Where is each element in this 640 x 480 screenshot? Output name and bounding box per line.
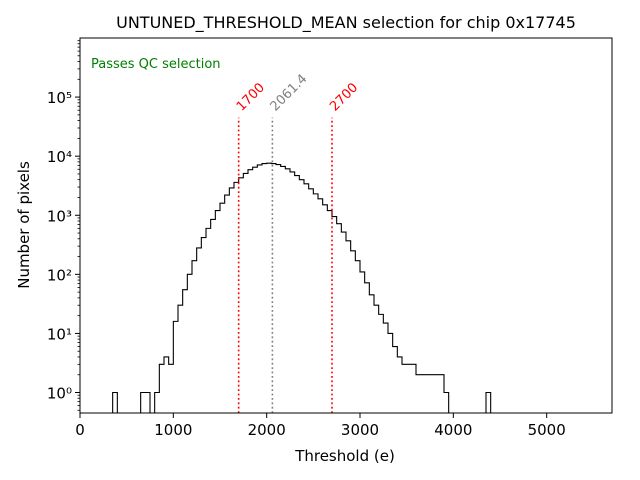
histogram-bin: [416, 375, 421, 413]
histogram-bin: [243, 173, 248, 413]
histogram-bin: [374, 305, 379, 413]
histogram-bin: [225, 195, 230, 413]
y-tick-label: 10³: [47, 207, 72, 225]
histogram-bin: [337, 224, 342, 413]
y-axis-label: Number of pixels: [15, 161, 33, 289]
y-tick-label: 10⁰: [47, 385, 72, 403]
histogram-bin: [267, 163, 272, 413]
histogram-bin: [299, 180, 304, 413]
histogram-bin: [365, 283, 370, 413]
histogram-bin: [285, 169, 290, 413]
histogram-bin: [313, 194, 318, 413]
histogram-bin: [141, 393, 150, 413]
histogram-bin: [388, 333, 393, 413]
histogram-step-line: [108, 162, 496, 414]
histogram-bin: [211, 219, 216, 413]
histogram-bin: [187, 274, 192, 413]
histogram-bin: [201, 238, 206, 413]
histogram-bin: [173, 321, 178, 413]
x-tick-label: 1000: [154, 421, 192, 439]
histogram-bin: [383, 323, 388, 413]
histogram-bin: [407, 364, 412, 413]
y-tick-label: 10¹: [47, 325, 72, 343]
histogram-bin: [276, 165, 281, 413]
histogram-bin: [169, 364, 174, 413]
histogram-bin: [197, 248, 202, 413]
histogram-bin: [164, 357, 169, 413]
histogram-bin: [229, 188, 234, 413]
histogram-bin: [360, 272, 365, 413]
histogram-bin: [369, 295, 374, 413]
histogram-bin: [290, 172, 295, 413]
histogram-bin: [253, 167, 258, 413]
histogram-bin: [323, 205, 328, 413]
histogram-bin: [444, 393, 449, 413]
x-tick-label: 5000: [528, 421, 566, 439]
x-tick-label: 4000: [434, 421, 472, 439]
histogram-bin: [295, 176, 300, 413]
histogram-bin: [155, 393, 160, 413]
histogram-bin: [215, 211, 220, 413]
histogram-bin: [257, 165, 262, 413]
histogram-bin: [421, 375, 444, 413]
histogram-bin: [248, 170, 253, 413]
histogram-bin: [402, 364, 407, 413]
histogram-bin: [178, 305, 183, 413]
histogram-bin: [379, 314, 384, 413]
histogram-bin: [486, 393, 491, 413]
histogram-bin: [220, 203, 225, 413]
x-axis-label: Threshold (e): [294, 447, 395, 465]
qc-annotation: Passes QC selection: [91, 57, 221, 72]
histogram-bin: [355, 261, 360, 413]
histogram-bin: [262, 164, 267, 413]
x-tick-label: 0: [75, 421, 85, 439]
histogram-bin: [281, 166, 286, 413]
x-tick-label: 3000: [341, 421, 379, 439]
histogram-bin: [397, 357, 402, 413]
histogram-bin: [411, 364, 416, 413]
histogram-bin: [341, 232, 346, 413]
x-tick-label: 2000: [248, 421, 286, 439]
histogram-bin: [346, 241, 351, 413]
histogram-bin: [206, 228, 211, 413]
histogram-bin: [159, 364, 164, 413]
chart-title: UNTUNED_THRESHOLD_MEAN selection for chi…: [116, 13, 576, 33]
y-tick-label: 10⁵: [47, 89, 72, 107]
y-tick-label: 10²: [47, 266, 72, 284]
histogram-bin: [393, 347, 398, 413]
histogram-bin: [113, 393, 118, 413]
axes-frame: [79, 37, 613, 414]
histogram-bin: [309, 189, 314, 413]
histogram-bin: [304, 184, 309, 413]
histogram-bin: [351, 251, 356, 413]
y-tick-label: 10⁴: [47, 148, 72, 166]
histogram-bin: [318, 199, 323, 413]
histogram-bin: [183, 290, 188, 413]
histogram-bin: [192, 261, 197, 413]
